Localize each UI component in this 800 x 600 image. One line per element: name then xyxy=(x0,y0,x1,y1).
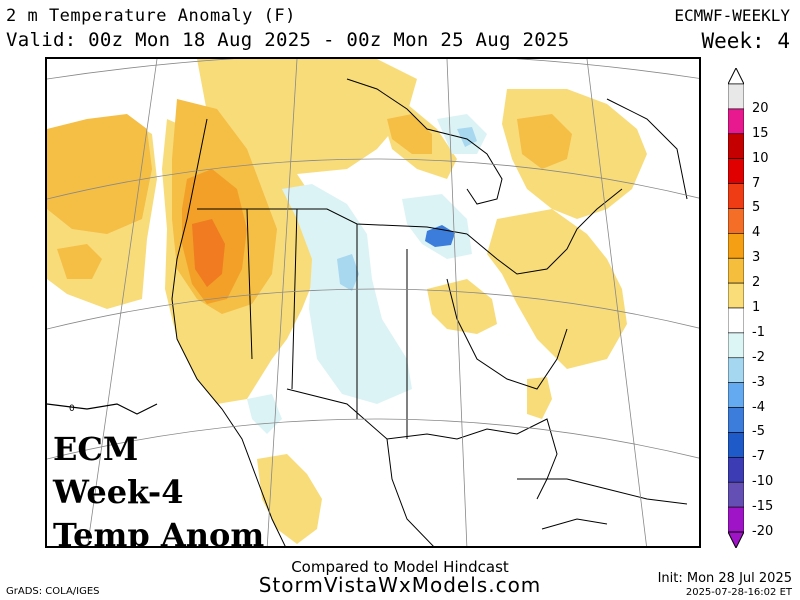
overlay-text-week: Week-4 xyxy=(53,473,184,511)
footer-site: StormVistaWxModels.com xyxy=(258,573,542,597)
colorbar-cell xyxy=(728,133,744,159)
colorbar-label: 1 xyxy=(752,300,761,315)
colorbar-cell xyxy=(728,307,744,334)
colorbar-cell xyxy=(728,506,744,533)
valid-period: Valid: 00z Mon 18 Aug 2025 - 00z Mon 25 … xyxy=(6,29,570,51)
colorbar-cell xyxy=(728,332,744,359)
colorbar-cell xyxy=(728,357,744,383)
colorbar-label: -15 xyxy=(752,499,774,515)
colorbar-cell xyxy=(728,432,744,458)
contour-label: 0 xyxy=(69,404,75,414)
generated-timestamp: 2025-07-28-16:02 ET xyxy=(685,587,792,598)
colorbar-label: 5 xyxy=(752,200,761,216)
colorbar-cell xyxy=(728,382,744,408)
model-name: ECMWF-WEEKLY xyxy=(674,6,790,25)
colorbar-label: -4 xyxy=(752,399,765,415)
colorbar-cell xyxy=(728,158,744,184)
colorbar-label: -5 xyxy=(752,424,765,440)
geography-lines xyxy=(171,78,688,546)
colorbar-label: 4 xyxy=(752,225,761,241)
colorbar-label: 2 xyxy=(752,275,761,291)
overlay-text-field: Temp Anom xyxy=(53,516,265,548)
colorbar-label: 20 xyxy=(752,100,769,116)
map-title: 2 m Temperature Anomaly (F) xyxy=(6,6,296,26)
colorbar-cell xyxy=(728,481,744,508)
colorbar-cell xyxy=(728,208,744,234)
overlay-text-model: ECM xyxy=(53,430,139,468)
colorbar-label: -1 xyxy=(752,324,765,340)
colorbar-label: 7 xyxy=(752,175,761,191)
colorbar-label: -3 xyxy=(752,374,765,390)
graticule-lines xyxy=(47,59,699,546)
zero-contour xyxy=(47,403,158,415)
week-label: Week: 4 xyxy=(701,29,790,53)
colorbar-label: -2 xyxy=(752,349,765,365)
colorbar-label: -10 xyxy=(752,474,774,490)
colorbar-label: 10 xyxy=(752,150,769,166)
colorbar-label: -7 xyxy=(752,449,765,465)
colorbar xyxy=(728,68,744,548)
colorbar-cell xyxy=(728,407,744,433)
colorbar-cell xyxy=(728,282,744,309)
colorbar-cell xyxy=(728,257,744,284)
colorbar-bottom-arrow xyxy=(728,531,744,548)
grads-credit: GrADS: COLA/IGES xyxy=(6,586,100,597)
anomaly-fill-cool-2 xyxy=(337,127,477,291)
colorbar-cell xyxy=(728,233,744,259)
anomaly-map: 0 ECM Week-4 Temp Anom xyxy=(45,57,701,548)
colorbar-top-arrow xyxy=(728,68,744,85)
colorbar-label: 15 xyxy=(752,125,769,141)
map-canvas: 0 xyxy=(47,59,699,546)
footer-hindcast-note: Compared to Model Hindcast xyxy=(291,558,509,576)
colorbar-label: 3 xyxy=(752,250,761,266)
colorbar-cell xyxy=(728,457,744,483)
colorbar-label: -20 xyxy=(752,524,774,539)
colorbar-cell xyxy=(728,108,744,135)
colorbar-cell xyxy=(728,83,744,110)
init-time: Init: Mon 28 Jul 2025 xyxy=(657,571,792,586)
colorbar-cell xyxy=(728,183,744,209)
anomaly-fill-warm-4 xyxy=(192,219,225,287)
